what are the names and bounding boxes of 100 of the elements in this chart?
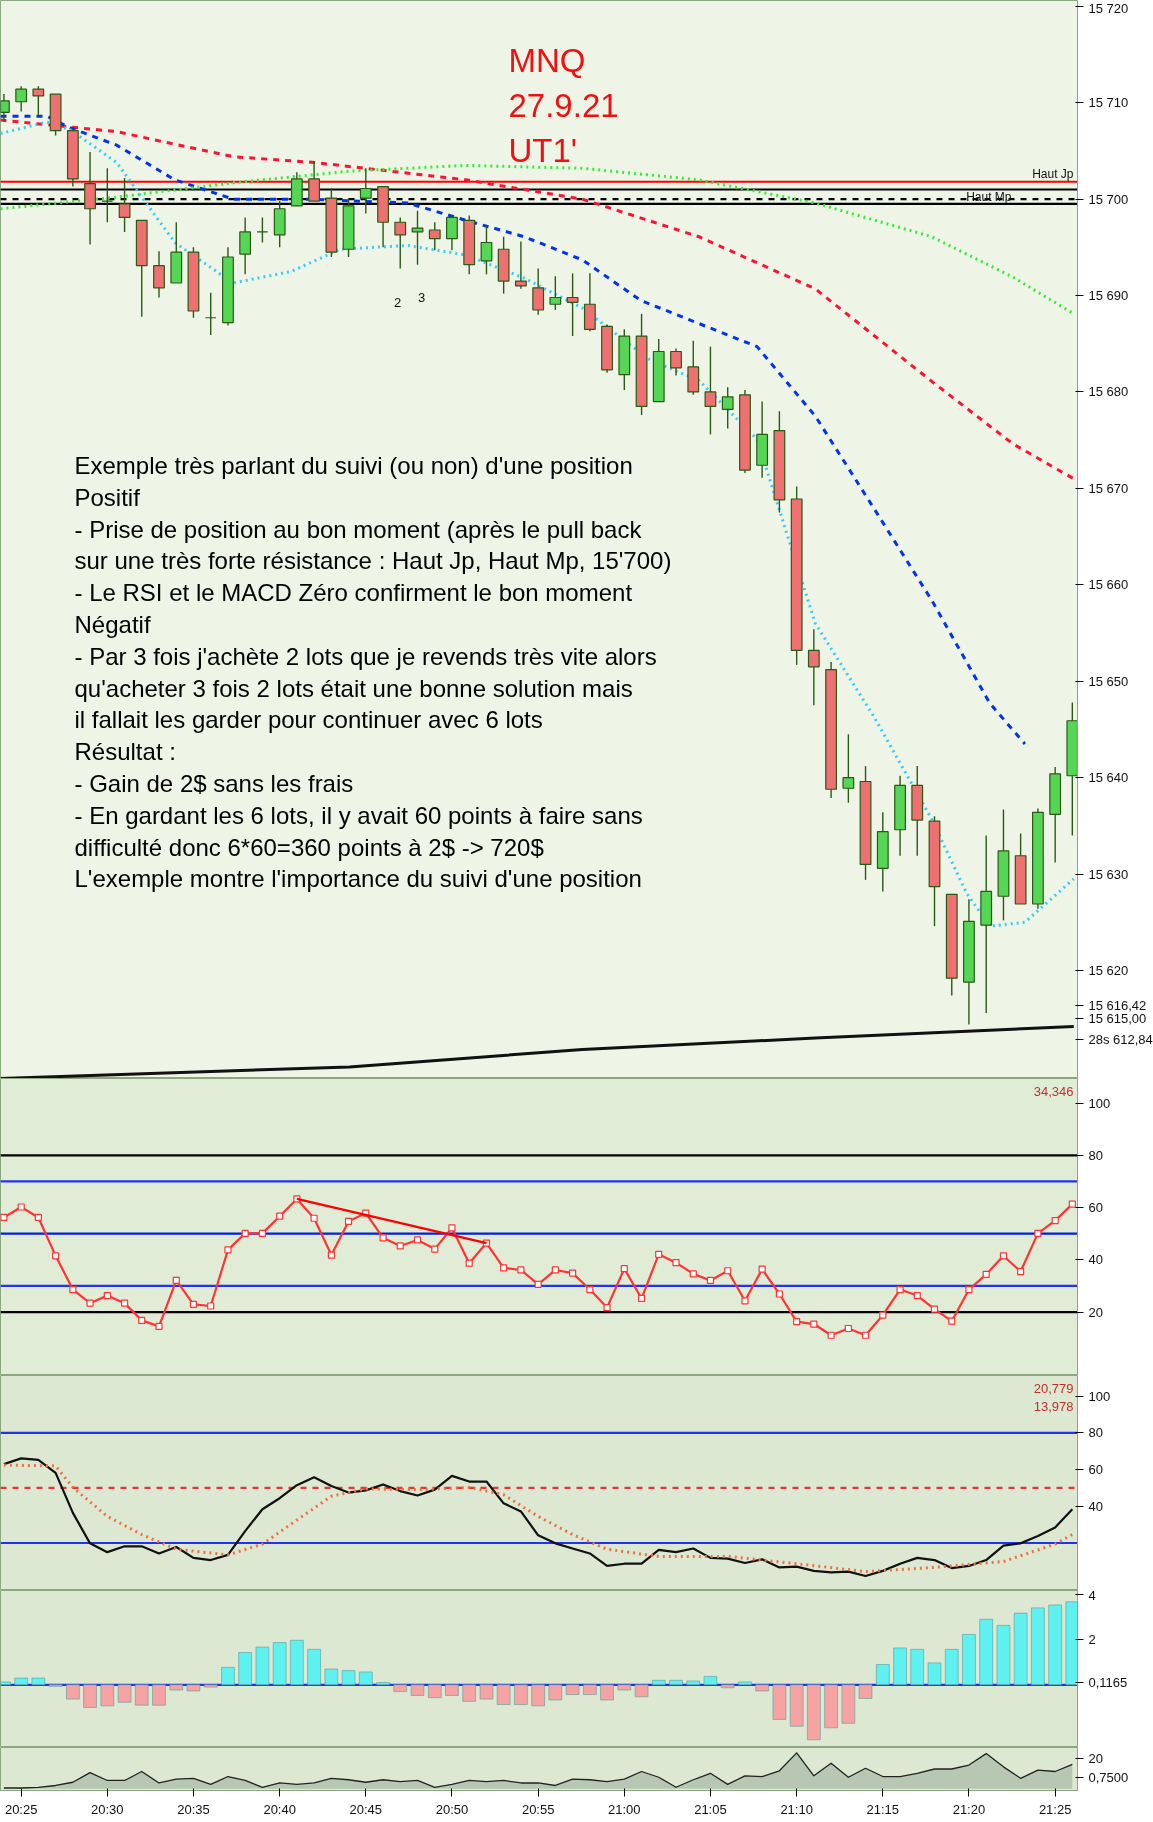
candlestick [15, 85, 28, 113]
candlestick [359, 167, 372, 215]
y-tick-label: 15 700 [1088, 191, 1129, 207]
bar [789, 1684, 804, 1727]
x-tick-label: 20:50 [435, 1801, 469, 1817]
x-tick-label: 21:05 [694, 1801, 727, 1817]
x-tick-label: 20:25 [4, 1801, 38, 1817]
candlestick [704, 345, 717, 436]
bar [686, 1680, 701, 1686]
candlestick [428, 221, 441, 251]
line-series [0, 120, 1076, 928]
annotation: 13,978 [1033, 1398, 1074, 1414]
y-tick-label: 2 [1088, 1632, 1096, 1648]
candlestick [32, 85, 45, 117]
bar [272, 1642, 287, 1686]
y-tick-label: 15 670 [1088, 480, 1129, 496]
candlestick [394, 216, 407, 270]
bar [945, 1649, 959, 1686]
text: Exemple très parlant du suivi (ou non) d'une position Positif - Prise de position au bon moment (après le pull back sur une très forte résistance : Haut Jp, Haut Mp, 15'700) - Le RSI et le MACD Zéro confirment le bon moment Négatif - Par 3 fois j'achète 2 lots que je revends très vite alors qu'acheter 3 fois 2 lots était une bonne solution mais il fallait les garder pour continuer avec 6 lots Résultat : - Gain de 2$ sans les frais - En gardant les 6 lots, il y avait 60 points à faire sans difficulté donc 6*60=360 points à 2$ -> 720$ L'exemple montre l'importance du suivi d'une position [74, 452, 672, 893]
y-tick-label: 15 615,00 [1088, 1011, 1147, 1027]
bar [14, 1677, 28, 1686]
bar [565, 1684, 580, 1695]
y-tick-label: 15 710 [1088, 95, 1129, 111]
annotation: 20,779 [1033, 1380, 1074, 1396]
x-tick-label: 21:20 [952, 1801, 986, 1817]
bar [807, 1684, 821, 1741]
bar [169, 1684, 184, 1691]
y-tick-label: 15 650 [1088, 673, 1129, 689]
bar [221, 1667, 235, 1686]
bar [893, 1647, 907, 1686]
candlestick [721, 386, 734, 430]
bar [600, 1684, 614, 1701]
bar [100, 1684, 115, 1707]
bar [462, 1684, 476, 1702]
candlestick [566, 272, 579, 337]
x-tick-label: 20:45 [349, 1801, 383, 1817]
y-tick-label: 15 660 [1088, 577, 1129, 593]
bar [652, 1680, 666, 1686]
bar [755, 1684, 769, 1692]
bar [1013, 1612, 1028, 1686]
bar [910, 1649, 924, 1686]
x-tick-label: 20:55 [521, 1801, 555, 1817]
y-tick-label: 15 690 [1088, 288, 1129, 304]
candlestick [670, 347, 682, 377]
bar [634, 1684, 649, 1698]
bar [307, 1649, 321, 1686]
candlestick [153, 250, 165, 299]
y-tick-label: 0,1165 [1088, 1674, 1128, 1690]
y-tick-label: 80 [1088, 1147, 1103, 1163]
candlestick [446, 214, 458, 251]
candlestick [807, 628, 820, 707]
ref-line-label: Haut Jp [1032, 166, 1074, 181]
bar [428, 1684, 442, 1699]
candlestick [239, 216, 252, 276]
bar [720, 1684, 735, 1689]
bar [703, 1676, 718, 1686]
y-tick-label: 60 [1088, 1462, 1103, 1478]
bar [393, 1684, 407, 1692]
candlestick [842, 733, 855, 804]
y-tick-label: 15 620 [1088, 963, 1129, 979]
bar [255, 1646, 270, 1686]
bar [1048, 1604, 1062, 1686]
bar [738, 1681, 752, 1686]
y-tick-label: 40 [1088, 1252, 1103, 1268]
y-tick-label: 100 [1088, 1388, 1111, 1404]
candlestick [101, 167, 114, 223]
bar [772, 1684, 787, 1720]
bar [324, 1668, 339, 1686]
ref-line-label: Haut Mp [966, 190, 1012, 205]
bar [290, 1639, 304, 1686]
bar [186, 1684, 201, 1692]
bar [341, 1670, 356, 1686]
candlestick [480, 224, 493, 276]
bar [583, 1684, 597, 1695]
bar [31, 1677, 46, 1686]
bar [445, 1684, 459, 1696]
annotation: 2 [393, 295, 402, 310]
y-tick-label: 40 [1088, 1498, 1103, 1514]
candlestick [204, 291, 217, 336]
annotation: 34,346 [1033, 1083, 1074, 1099]
bar [135, 1684, 149, 1706]
bar [617, 1684, 632, 1691]
bar [979, 1618, 993, 1686]
bar [376, 1682, 390, 1686]
y-tick-label: 100 [1088, 1095, 1111, 1111]
bar [531, 1684, 545, 1707]
line-series [0, 1024, 1076, 1078]
candlestick [256, 216, 269, 244]
bar [152, 1684, 166, 1706]
y-tick-label: 15 616,42 [1088, 997, 1147, 1013]
bar [514, 1684, 528, 1705]
bar [83, 1684, 97, 1708]
x-tick-label: 21:00 [608, 1801, 641, 1817]
y-tick-label: 4 [1088, 1587, 1096, 1603]
bar [66, 1684, 80, 1700]
bar [1031, 1607, 1045, 1686]
bar [410, 1684, 425, 1696]
text: 0,7500 [1088, 1770, 1129, 1786]
annotation: 3 [417, 290, 426, 305]
y-tick-label: 15 630 [1088, 866, 1129, 882]
